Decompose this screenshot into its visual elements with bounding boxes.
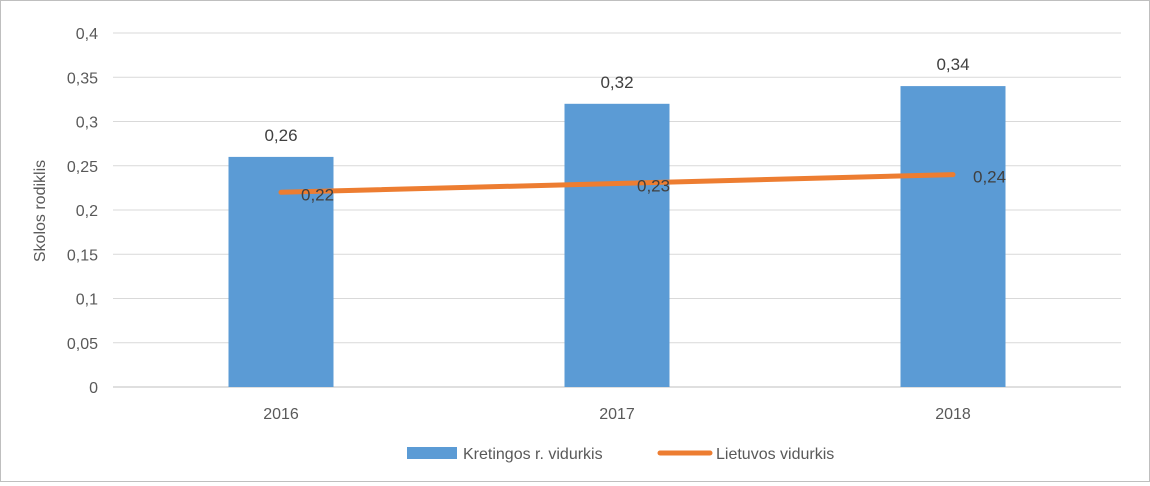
legend-label: Kretingos r. vidurkis (463, 446, 603, 463)
x-tick-label: 2018 (935, 406, 971, 423)
y-axis-ticks: 0 0,05 0,1 0,15 0,2 0,25 0,3 0,35 0,4 (67, 26, 98, 397)
legend-swatch-bar (407, 447, 457, 459)
y-tick-label: 0,25 (67, 159, 98, 176)
line-data-label: 0,22 (301, 185, 334, 204)
y-tick-label: 0,3 (76, 115, 98, 132)
y-tick-label: 0,35 (67, 70, 98, 87)
bar-data-label: 0,32 (600, 73, 633, 92)
line-data-label: 0,23 (637, 176, 670, 195)
y-tick-label: 0,05 (67, 336, 98, 353)
y-tick-label: 0,15 (67, 247, 98, 264)
y-tick-label: 0 (89, 380, 98, 397)
line-data-label: 0,24 (973, 168, 1006, 187)
x-axis-ticks: 2016 2017 2018 (263, 406, 971, 423)
bar-data-label: 0,26 (264, 126, 297, 145)
bar (900, 86, 1006, 387)
x-tick-label: 2017 (599, 406, 635, 423)
y-axis-title: Skolos rodiklis (32, 160, 49, 262)
y-tick-label: 0,4 (76, 26, 98, 43)
y-tick-label: 0,2 (76, 203, 98, 220)
legend: Kretingos r. vidurkis Lietuvos vidurkis (407, 446, 834, 463)
y-tick-label: 0,1 (76, 292, 98, 309)
line-series-path (278, 172, 956, 195)
bar (228, 156, 334, 387)
x-tick-label: 2016 (263, 406, 299, 423)
bar-series (228, 86, 1006, 388)
bar (564, 103, 670, 388)
data-labels: 0,26 0,32 0,34 0,22 0,23 0,24 (264, 55, 1006, 204)
line-series (278, 172, 956, 195)
legend-label: Lietuvos vidurkis (716, 446, 834, 463)
bar-data-label: 0,34 (936, 55, 969, 74)
